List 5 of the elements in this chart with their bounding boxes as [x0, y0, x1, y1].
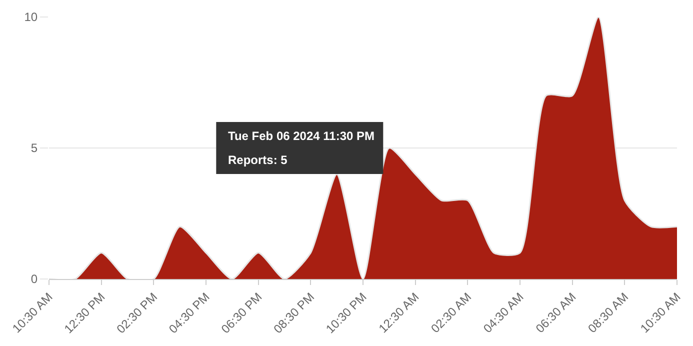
y-tick-label: 5	[30, 141, 38, 156]
annotation: Reports: 5	[228, 153, 288, 167]
y-tick-label: 10	[24, 10, 38, 24]
annotation: Tue Feb 06 2024 11:30 PM	[228, 129, 375, 143]
y-tick-label: 0	[30, 272, 38, 286]
